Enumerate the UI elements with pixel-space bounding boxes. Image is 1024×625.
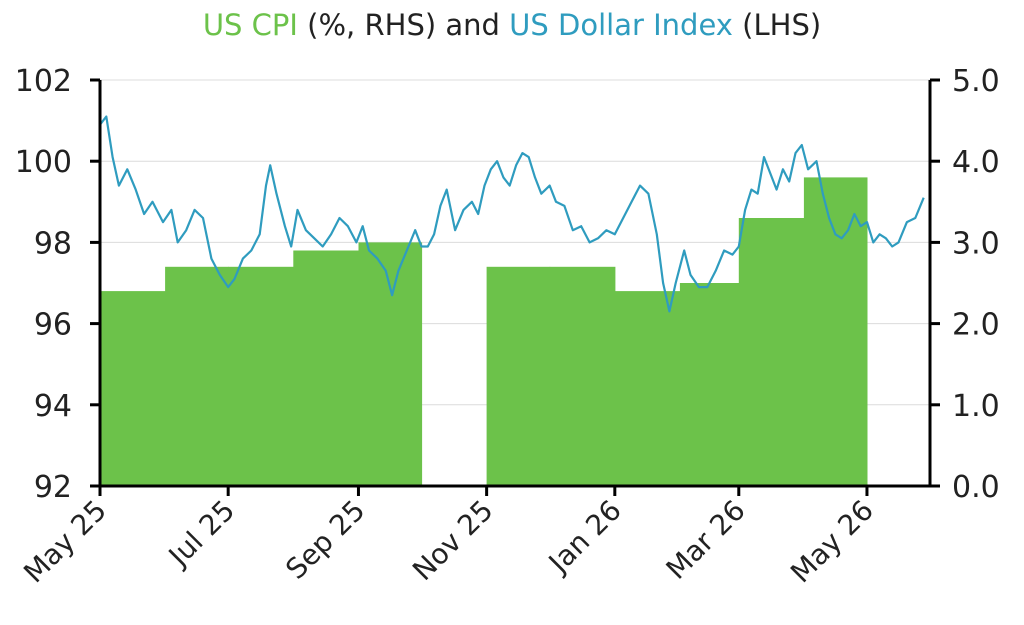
right-tick-label: 2.0	[952, 308, 1000, 343]
cpi-bar-2025-11	[486, 266, 551, 486]
title-dxy: US Dollar Index	[509, 8, 733, 42]
title-end: (LHS)	[732, 8, 822, 42]
left-tick-label: 102	[15, 64, 72, 99]
cpi-bar-2026-04	[803, 177, 868, 486]
cpi-bar-2025-09	[358, 242, 423, 486]
left-tick-label: 100	[15, 145, 72, 180]
cpi-bar-2025-07	[228, 266, 294, 486]
left-tick-label: 92	[34, 470, 72, 505]
right-tick-label: 0.0	[952, 470, 1000, 505]
right-tick-label: 5.0	[952, 64, 1000, 99]
cpi-bar-2025-06	[165, 266, 229, 486]
title-mid: (%, RHS) and	[297, 8, 510, 42]
cpi-bar-2025-05	[100, 291, 166, 486]
title-cpi: US CPI	[202, 8, 298, 42]
axes	[90, 78, 940, 496]
cpi-bar-2025-12	[549, 266, 616, 486]
x-tick-label: May 26	[784, 494, 880, 590]
x-tick-label: Mar 26	[660, 494, 752, 586]
x-tick-label: Jul 25	[161, 494, 241, 574]
dxy-line	[99, 115, 925, 313]
right-tick-label: 1.0	[952, 389, 1000, 424]
chart-title: US CPI (%, RHS) and US Dollar Index (LHS…	[0, 8, 1024, 42]
left-tick-label: 98	[34, 226, 72, 261]
right-tick-label: 3.0	[952, 226, 1000, 261]
cpi-bars	[100, 177, 868, 486]
cpi-bar-2026-01	[614, 291, 681, 486]
cpi-bar-2026-03	[738, 218, 805, 486]
dxy-line-group	[99, 115, 925, 313]
cpi-bar-2026-02	[679, 283, 740, 486]
right-tick-label: 4.0	[952, 145, 1000, 180]
x-tick-label: Jan 26	[541, 494, 628, 581]
cpi-bar-2025-08	[293, 250, 359, 486]
left-tick-label: 94	[34, 389, 72, 424]
x-tick-label: May 25	[17, 494, 113, 590]
x-tick-label: Nov 25	[406, 494, 499, 587]
x-tick-label: Sep 25	[279, 494, 371, 586]
left-tick-label: 96	[34, 308, 72, 343]
